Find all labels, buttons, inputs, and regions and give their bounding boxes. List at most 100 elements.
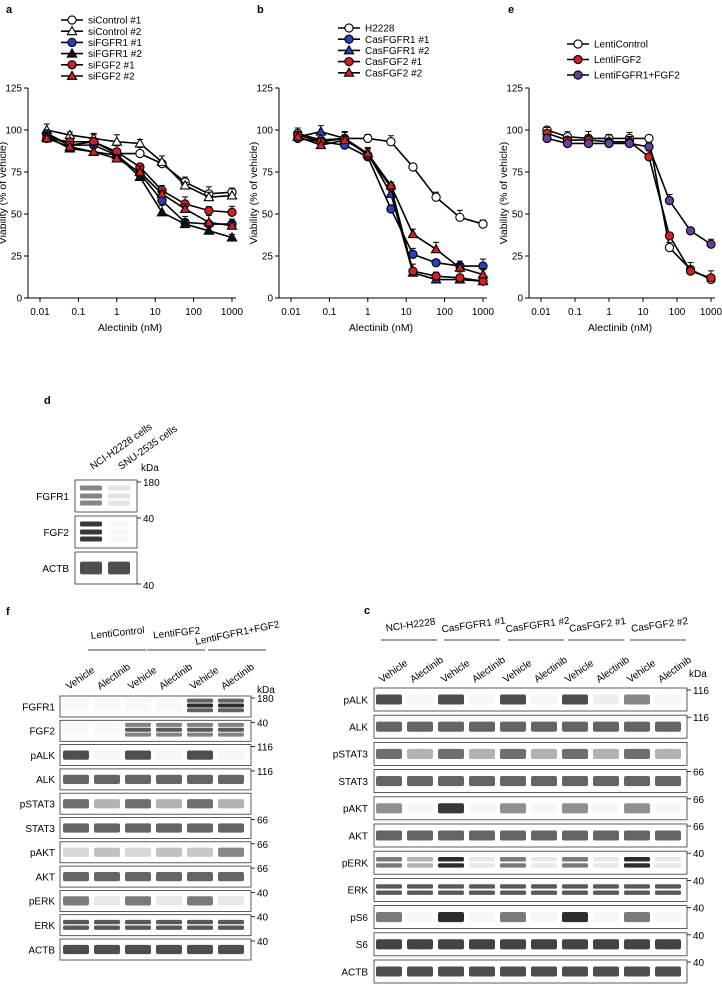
band (407, 939, 433, 950)
legend-label: siFGF2 #1 (88, 60, 135, 71)
band (500, 939, 526, 950)
blot-strip (373, 823, 688, 848)
x-axis-label: Alectinib (nM) (98, 322, 162, 334)
legend-marker (66, 47, 78, 58)
band (469, 776, 495, 787)
data-point (226, 220, 238, 230)
x-tick-label: 10 (401, 307, 413, 318)
band (187, 823, 213, 833)
band (94, 799, 120, 809)
data-point (431, 192, 441, 202)
data-point (604, 138, 614, 149)
data-point (64, 141, 76, 151)
kda-label: 66 (257, 816, 269, 827)
blot-strip (59, 792, 252, 815)
band (125, 722, 151, 727)
band (80, 493, 102, 499)
x-tick-label: 0.01 (281, 307, 301, 318)
band (125, 774, 151, 785)
band (63, 723, 89, 727)
band (218, 774, 244, 785)
band (156, 847, 182, 857)
data-point (339, 134, 351, 145)
band (218, 799, 244, 809)
data-point (363, 133, 373, 144)
band (125, 896, 151, 906)
panel-letter-d: d (44, 395, 51, 407)
band (593, 694, 619, 705)
row-label: pALK (344, 695, 369, 706)
band (94, 774, 120, 785)
band (376, 776, 402, 787)
y-tick-label: 25 (512, 252, 524, 263)
band (63, 919, 89, 925)
group-label: CasFGFR1 #1 (441, 616, 507, 636)
y-axis-label: Viability (% of vehicle) (248, 142, 260, 245)
band (593, 857, 619, 862)
data-point (111, 136, 123, 146)
band (156, 919, 182, 925)
kda-label: 40 (693, 849, 705, 860)
x-axis-label: Alectinib (nM) (588, 322, 652, 334)
blot-strip (59, 865, 252, 888)
kda-label: 116 (693, 686, 709, 697)
row-label: AKT (349, 831, 368, 842)
band (125, 944, 151, 955)
band (80, 561, 102, 575)
band (94, 703, 120, 708)
band (531, 939, 557, 950)
band (531, 803, 557, 814)
kda-label: 40 (143, 581, 155, 592)
x-tick-label: 1000 (700, 307, 722, 318)
band (108, 500, 130, 506)
legend-marker (67, 15, 77, 25)
band (94, 871, 120, 882)
band (624, 966, 650, 977)
band (407, 863, 433, 868)
data-point (664, 195, 675, 206)
blot-strip (59, 914, 252, 937)
kda-label: 40 (257, 913, 269, 924)
band (562, 721, 588, 732)
row-label: pSTAT3 (20, 800, 56, 811)
band (593, 912, 619, 923)
group-label: LentiFGFR1+FGF2 (194, 619, 281, 648)
x-tick-label: 10 (150, 307, 162, 318)
kda-header: kDa (141, 463, 159, 474)
row-label: AKT (36, 872, 55, 883)
band (531, 776, 557, 787)
band (125, 750, 151, 760)
data-point (226, 231, 238, 242)
band (156, 823, 182, 833)
row-label: S6 (356, 940, 369, 951)
x-tick-label: 1000 (221, 307, 244, 318)
legend-marker (66, 70, 78, 80)
row-label: ACTB (28, 945, 55, 956)
legend-marker (67, 37, 77, 48)
band (407, 966, 433, 977)
band (218, 925, 244, 930)
band (655, 721, 681, 732)
band (156, 925, 182, 930)
band (125, 703, 151, 708)
band (218, 944, 244, 955)
band (531, 890, 557, 895)
band (63, 925, 89, 930)
kda-label: 40 (693, 876, 705, 887)
band (376, 830, 402, 841)
data-point (542, 133, 552, 144)
legend-marker (573, 54, 583, 65)
band (63, 703, 89, 708)
series-line (546, 129, 712, 281)
panel-letter-c: c (364, 605, 370, 617)
band (624, 748, 650, 759)
blot-strip (59, 938, 252, 961)
series-line (546, 137, 712, 245)
group-label: NCI-H2228 (385, 617, 436, 635)
band (562, 694, 588, 705)
band (218, 698, 244, 703)
kda-label: 40 (143, 514, 155, 525)
data-point (179, 218, 191, 229)
data-point (203, 225, 215, 235)
band (125, 823, 151, 833)
